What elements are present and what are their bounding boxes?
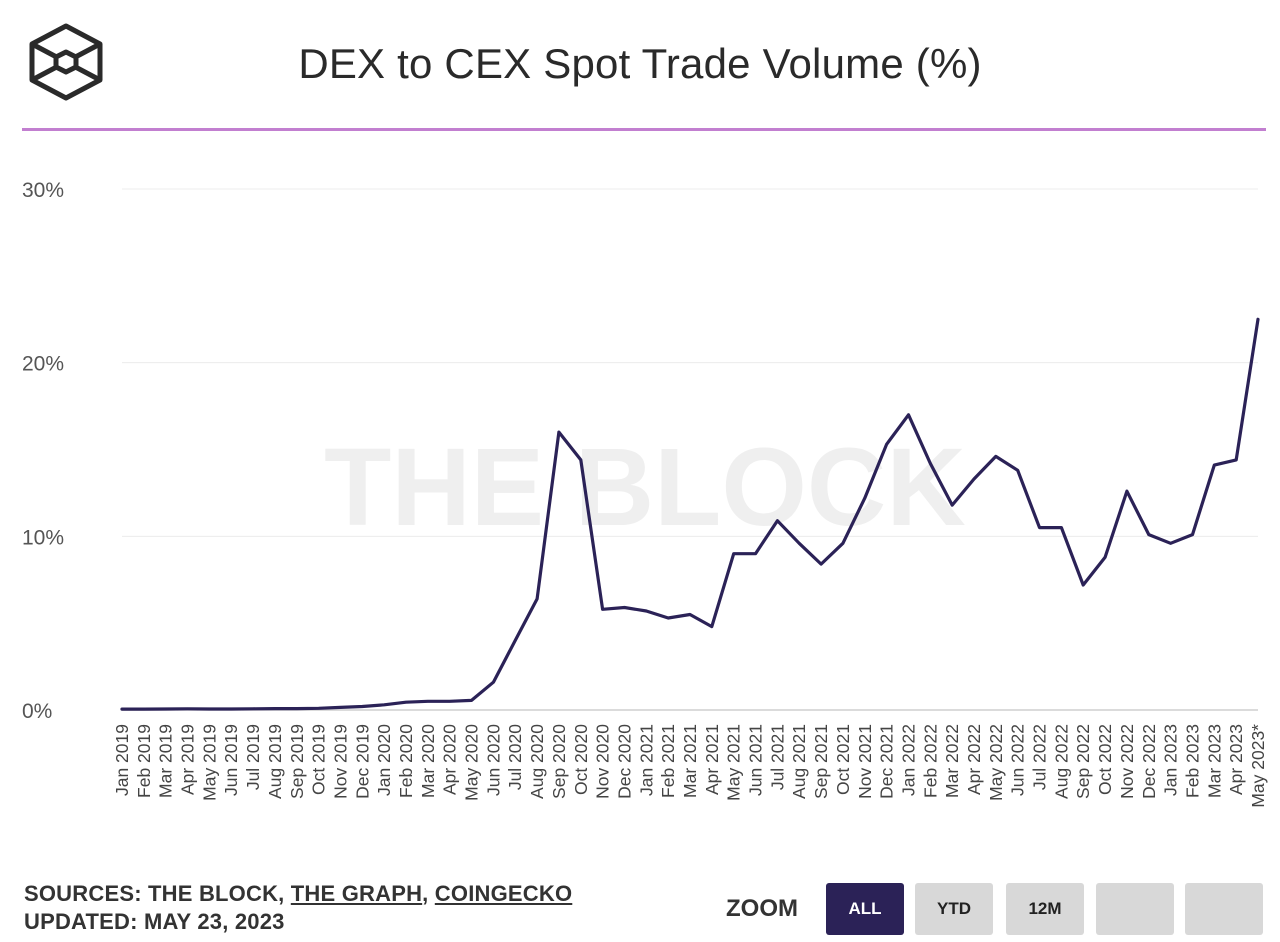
x-tick-label: Jan 2019 bbox=[112, 724, 132, 796]
x-tick-label: Jun 2020 bbox=[483, 724, 503, 796]
x-tick-label: Sep 2020 bbox=[549, 724, 569, 799]
y-tick-label: 30% bbox=[22, 179, 64, 202]
x-tick-label: Oct 2021 bbox=[833, 724, 853, 795]
x-tick-label: Jul 2022 bbox=[1030, 724, 1050, 790]
x-tick-label: Aug 2020 bbox=[527, 724, 547, 799]
sources-separator: , bbox=[422, 881, 435, 906]
updated-date: UPDATED: MAY 23, 2023 bbox=[24, 909, 285, 934]
x-tick-label: Sep 2022 bbox=[1073, 724, 1093, 799]
x-tick-label: Mar 2023 bbox=[1204, 724, 1224, 798]
x-tick-label: Jul 2021 bbox=[767, 724, 787, 790]
zoom-option-4-button[interactable] bbox=[1096, 883, 1174, 935]
y-tick-label: 10% bbox=[22, 526, 64, 549]
zoom-12m-button[interactable]: 12M bbox=[1006, 883, 1084, 935]
x-tick-label: Sep 2021 bbox=[811, 724, 831, 799]
x-tick-label: Mar 2022 bbox=[942, 724, 962, 798]
x-tick-label: Feb 2022 bbox=[920, 724, 940, 798]
x-tick-label: May 2022 bbox=[986, 724, 1006, 801]
x-tick-label: Aug 2021 bbox=[789, 724, 809, 799]
y-tick-label: 0% bbox=[22, 700, 52, 723]
line-chart: THE BLOCK 0%10%20%30% Jan 2019 Feb 2019 Ma… bbox=[22, 179, 1268, 808]
x-tick-label: Jan 2020 bbox=[374, 724, 394, 796]
watermark: THE BLOCK bbox=[324, 426, 966, 549]
x-tick-label: Oct 2020 bbox=[571, 724, 591, 795]
chart-title: DEX to CEX Spot Trade Volume (%) bbox=[298, 40, 982, 87]
x-tick-label: Nov 2020 bbox=[593, 724, 613, 799]
x-tick-label: Aug 2022 bbox=[1051, 724, 1071, 799]
x-tick-label: Oct 2022 bbox=[1095, 724, 1115, 795]
y-tick-label: 20% bbox=[22, 353, 64, 376]
x-tick-label: Jul 2020 bbox=[505, 724, 525, 790]
zoom-all-button[interactable]: ALL bbox=[826, 883, 904, 935]
x-tick-label: Dec 2022 bbox=[1139, 724, 1159, 799]
x-tick-label: Apr 2021 bbox=[702, 724, 722, 795]
x-tick-label: Dec 2020 bbox=[614, 724, 634, 799]
x-tick-label: May 2019 bbox=[199, 724, 219, 801]
x-tick-label: Apr 2023 bbox=[1226, 724, 1246, 795]
source-link-the-graph[interactable]: THE GRAPH bbox=[290, 881, 423, 906]
x-tick-label: Mar 2021 bbox=[680, 724, 700, 798]
zoom-option-5-button[interactable] bbox=[1185, 883, 1263, 935]
title-divider bbox=[22, 128, 1266, 131]
x-tick-label: Aug 2019 bbox=[265, 724, 285, 799]
x-tick-label: Sep 2019 bbox=[287, 724, 307, 799]
x-tick-label: May 2020 bbox=[462, 724, 482, 801]
the-block-cube-icon bbox=[29, 23, 103, 101]
x-tick-label: Jul 2019 bbox=[243, 724, 263, 790]
x-tick-label: Jun 2021 bbox=[746, 724, 766, 796]
x-tick-label: Feb 2020 bbox=[396, 724, 416, 798]
source-link-coingecko[interactable]: COINGECKO bbox=[434, 881, 573, 906]
x-tick-label: Nov 2022 bbox=[1117, 724, 1137, 799]
x-tick-label: Oct 2019 bbox=[309, 724, 329, 795]
x-tick-label: Mar 2019 bbox=[156, 724, 176, 798]
x-tick-label: May 2023* bbox=[1248, 724, 1268, 808]
x-tick-label: Jan 2021 bbox=[636, 724, 656, 796]
x-tick-label: Mar 2020 bbox=[418, 724, 438, 798]
x-tick-label: Apr 2020 bbox=[440, 724, 460, 795]
x-tick-label: Feb 2021 bbox=[658, 724, 678, 798]
sources-note: SOURCES: THE BLOCK, THE GRAPH, COINGECKO… bbox=[24, 880, 572, 936]
x-tick-label: Feb 2023 bbox=[1182, 724, 1202, 798]
x-tick-label: Jun 2022 bbox=[1008, 724, 1028, 796]
x-tick-label: Dec 2021 bbox=[877, 724, 897, 799]
x-tick-label: Nov 2021 bbox=[855, 724, 875, 799]
x-tick-label: Jan 2023 bbox=[1161, 724, 1181, 796]
x-tick-label: Apr 2019 bbox=[178, 724, 198, 795]
zoom-ytd-button[interactable]: YTD bbox=[915, 883, 993, 935]
x-tick-label: Jan 2022 bbox=[898, 724, 918, 796]
x-tick-label: May 2021 bbox=[724, 724, 744, 801]
x-tick-label: Jun 2019 bbox=[221, 724, 241, 796]
zoom-label: ZOOM bbox=[726, 895, 798, 922]
x-tick-label: Apr 2022 bbox=[964, 724, 984, 795]
series-line bbox=[120, 317, 1260, 711]
x-tick-label: Nov 2019 bbox=[330, 724, 350, 799]
x-tick-label: Feb 2019 bbox=[134, 724, 154, 798]
x-tick-label: Dec 2019 bbox=[352, 724, 372, 799]
sources-prefix: SOURCES: THE BLOCK, bbox=[24, 881, 291, 906]
